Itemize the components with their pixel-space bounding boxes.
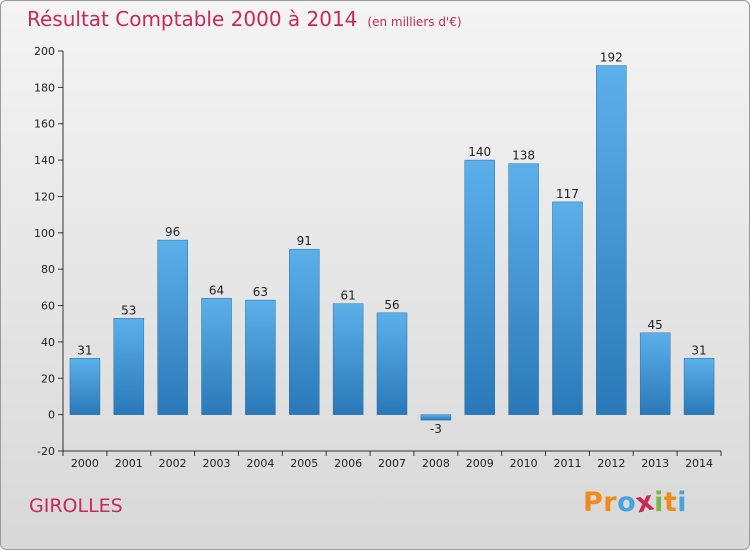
x-tick-label: 2002 xyxy=(159,457,187,470)
y-tick-label: 20 xyxy=(41,372,55,385)
logo-letter: t xyxy=(663,487,678,518)
x-tick-label: 2000 xyxy=(71,457,99,470)
logo-letter: i xyxy=(654,487,664,518)
data-label: 31 xyxy=(77,343,92,357)
x-tick-label: 2012 xyxy=(597,457,625,470)
data-label: 138 xyxy=(512,149,535,163)
bar xyxy=(420,414,452,421)
bar xyxy=(69,358,101,415)
bar xyxy=(157,239,188,415)
bar xyxy=(683,358,715,415)
data-label: 31 xyxy=(691,343,706,357)
x-tick-label: 2005 xyxy=(290,457,318,470)
y-tick-label: 160 xyxy=(34,118,55,131)
x-tick-label: 2003 xyxy=(203,457,231,470)
bar xyxy=(289,248,320,415)
x-tick-label: 2013 xyxy=(641,457,669,470)
data-label: 61 xyxy=(340,289,355,303)
logo-letter: r xyxy=(603,487,618,518)
y-tick-label: 40 xyxy=(41,336,55,349)
bar xyxy=(245,299,276,415)
bar xyxy=(113,318,145,415)
data-label: 53 xyxy=(121,303,136,317)
place-name: GIROLLES xyxy=(29,495,123,517)
y-tick-label: 60 xyxy=(41,300,55,313)
y-tick-label: 100 xyxy=(34,227,55,240)
logo-letter: o xyxy=(617,487,637,518)
y-tick-label: 140 xyxy=(34,154,55,167)
bar xyxy=(639,332,671,415)
bar xyxy=(552,201,583,415)
data-label: 63 xyxy=(253,285,268,299)
x-tick-label: 2014 xyxy=(685,457,713,470)
data-label: 45 xyxy=(648,318,663,332)
title-unit: (en milliers d'€) xyxy=(367,15,462,29)
data-label: 91 xyxy=(297,234,312,248)
bar xyxy=(201,298,232,415)
y-tick-label: 120 xyxy=(34,190,55,203)
x-tick-label: 2006 xyxy=(334,457,362,470)
data-label: 140 xyxy=(468,145,491,159)
bar xyxy=(464,159,495,415)
x-tick-label: 2008 xyxy=(422,457,450,470)
x-tick-label: 2011 xyxy=(553,457,581,470)
x-tick-label: 2004 xyxy=(246,457,274,470)
x-tick-label: 2010 xyxy=(510,457,538,470)
x-tick-label: 2001 xyxy=(115,457,143,470)
data-label: 96 xyxy=(165,225,180,239)
data-label: 117 xyxy=(556,187,579,201)
bar xyxy=(508,163,539,415)
data-label: 64 xyxy=(209,283,224,297)
proxiti-logo: Proxiti xyxy=(583,485,688,519)
y-tick-label: -20 xyxy=(37,445,55,458)
logo-letter: i xyxy=(677,487,688,518)
data-label: 192 xyxy=(600,51,623,65)
y-tick-label: 80 xyxy=(41,263,55,276)
y-tick-label: 180 xyxy=(34,81,55,94)
y-tick-label: 200 xyxy=(34,45,55,58)
bar xyxy=(376,312,408,415)
chart-title: Résultat Comptable 2000 à 2014 (en millie… xyxy=(27,7,462,31)
x-tick-label: 2007 xyxy=(378,457,406,470)
bar xyxy=(596,65,627,415)
y-tick-label: 0 xyxy=(48,409,55,422)
bar xyxy=(332,303,364,415)
logo-letter: P xyxy=(583,487,604,518)
data-label: -3 xyxy=(430,422,442,436)
x-tick-label: 2009 xyxy=(466,457,494,470)
data-label: 56 xyxy=(384,298,399,312)
title-main: Résultat Comptable 2000 à 2014 xyxy=(27,7,358,31)
